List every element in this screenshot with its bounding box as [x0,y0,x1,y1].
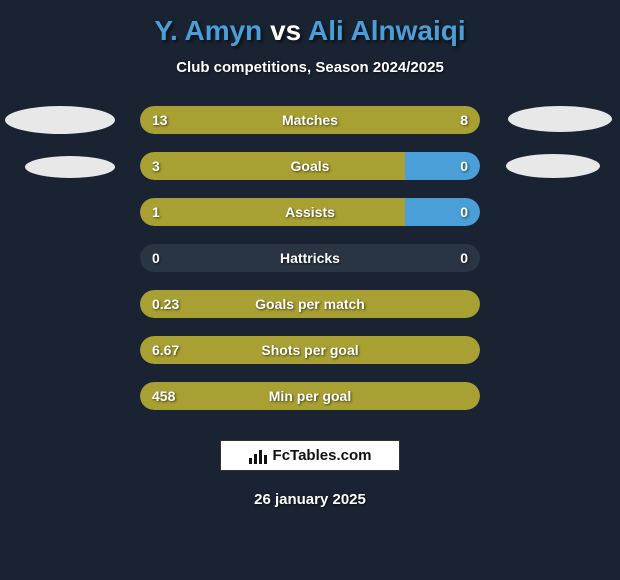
bar-left [140,198,405,226]
stat-row: 1 0 Assists [0,198,620,226]
vs-text: vs [270,15,301,46]
stat-value-left: 13 [152,112,168,128]
stat-value-left: 1 [152,204,160,220]
stat-row: 6.67 Shots per goal [0,336,620,364]
stat-bar: 13 8 Matches [140,106,480,134]
stat-label: Hattricks [280,250,340,266]
stat-row: 13 8 Matches [0,106,620,134]
date: 26 january 2025 [254,491,366,508]
stat-label: Assists [285,204,335,220]
stat-bar: 0.23 Goals per match [140,290,480,318]
stat-bar: 458 Min per goal [140,382,480,410]
watermark: FcTables.com [220,440,401,471]
stat-value-right: 8 [460,112,468,128]
stat-label: Shots per goal [261,342,358,358]
stat-value-right: 0 [460,250,468,266]
stat-label: Matches [282,112,338,128]
stat-value-left: 3 [152,158,160,174]
stat-value-left: 0.23 [152,296,179,312]
stat-row: 458 Min per goal [0,382,620,410]
bar-right [405,198,480,226]
stat-value-left: 6.67 [152,342,179,358]
player2-name: Ali Alnwaiqi [308,15,466,46]
stat-row: 3 0 Goals [0,152,620,180]
chart-icon [249,448,267,464]
stat-label: Goals [291,158,330,174]
stat-bar: 0 0 Hattricks [140,244,480,272]
subtitle: Club competitions, Season 2024/2025 [176,59,444,76]
stats-list: 13 8 Matches 3 0 Goals 1 0 Assists 0 0 Hattricks 0.2… [0,106,620,410]
stat-bar: 6.67 Shots per goal [140,336,480,364]
stat-label: Min per goal [269,388,351,404]
comparison-title: Y. Amyn vs Ali Alnwaiqi [154,15,465,47]
bar-left [140,152,405,180]
stat-value-right: 0 [460,204,468,220]
stat-value-left: 458 [152,388,175,404]
bar-right [405,152,480,180]
stat-label: Goals per match [255,296,365,312]
stat-value-left: 0 [152,250,160,266]
stat-row: 0 0 Hattricks [0,244,620,272]
stat-row: 0.23 Goals per match [0,290,620,318]
stat-value-right: 0 [460,158,468,174]
watermark-text: FcTables.com [273,447,372,464]
stat-bar: 1 0 Assists [140,198,480,226]
stats-area: 13 8 Matches 3 0 Goals 1 0 Assists 0 0 Hattricks 0.2… [0,106,620,428]
stat-bar: 3 0 Goals [140,152,480,180]
player1-name: Y. Amyn [154,15,262,46]
